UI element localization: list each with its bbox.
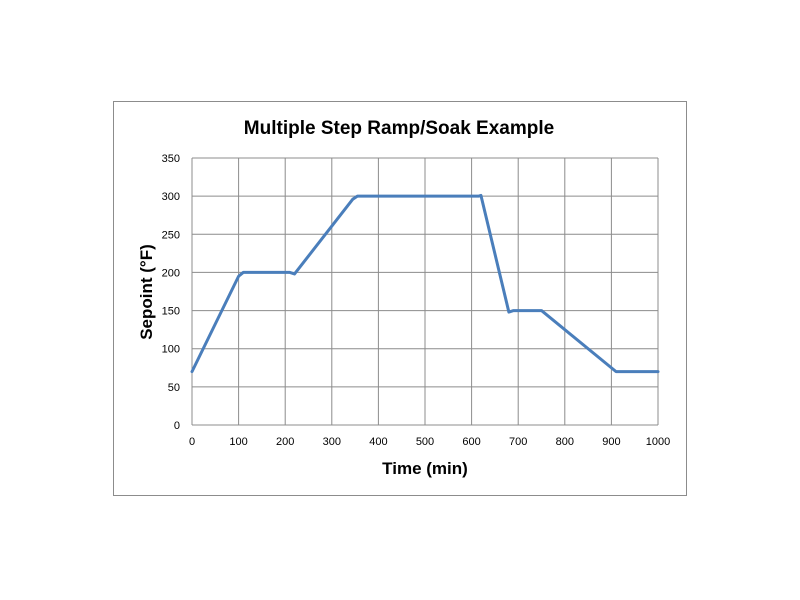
x-tick-label: 200	[276, 436, 294, 448]
x-tick-labels: 0 100 200 300 400 500 600 700 800 900 1000	[189, 436, 670, 448]
x-tick-label: 1000	[646, 436, 670, 448]
x-tick-label: 700	[509, 436, 527, 448]
y-tick-label: 200	[162, 267, 180, 279]
chart-title: Multiple Step Ramp/Soak Example	[244, 118, 554, 139]
y-tick-label: 250	[162, 229, 180, 241]
series-line	[190, 193, 660, 374]
grid	[191, 157, 659, 426]
x-tick-label: 300	[323, 436, 341, 448]
y-tick-label: 300	[162, 191, 180, 203]
y-tick-label: 350	[162, 153, 180, 165]
x-tick-label: 0	[189, 436, 195, 448]
x-tick-label: 800	[556, 436, 574, 448]
y-tick-label: 50	[168, 382, 180, 394]
series-layer	[190, 193, 660, 374]
x-tick-label: 400	[369, 436, 387, 448]
chart-frame	[113, 101, 687, 496]
x-tick-label: 600	[462, 436, 480, 448]
x-tick-label: 500	[416, 436, 434, 448]
x-axis-title: Time (min)	[382, 459, 468, 478]
y-tick-labels: 0 50 100 150 200 250 300 350	[162, 153, 180, 432]
y-tick-label: 100	[162, 344, 180, 356]
y-axis-title: Sepoint (°F)	[137, 244, 156, 340]
y-tick-label: 150	[162, 306, 180, 318]
x-tick-label: 900	[602, 436, 620, 448]
y-tick-label: 0	[174, 420, 180, 432]
x-tick-label: 100	[229, 436, 247, 448]
